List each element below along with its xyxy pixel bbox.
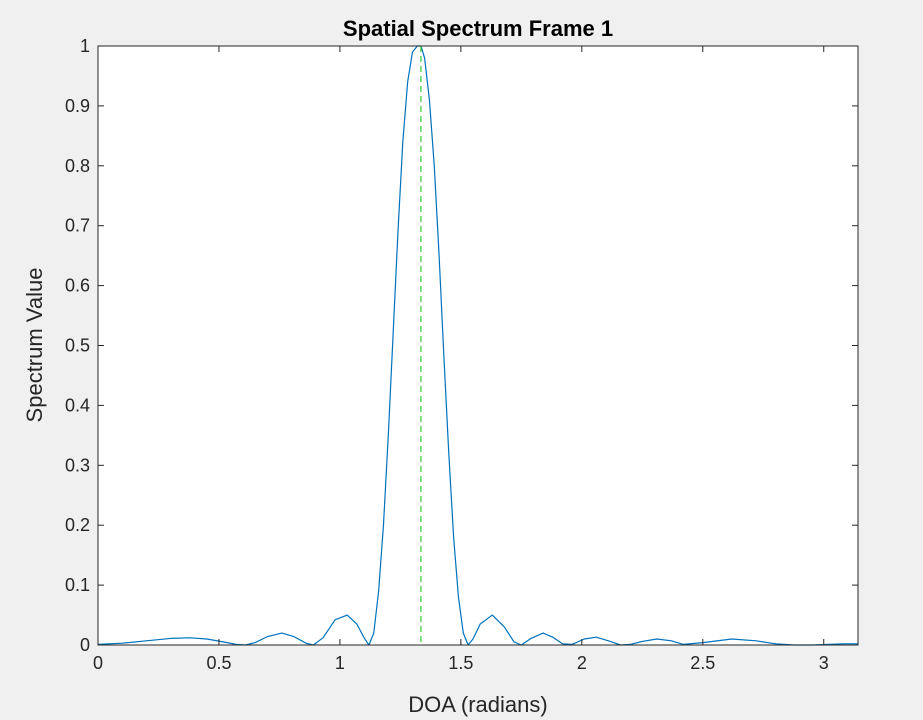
y-tick-label: 0.9 bbox=[65, 96, 90, 116]
spectrum-line bbox=[97, 45, 858, 646]
x-tick-label: 0.5 bbox=[206, 653, 231, 673]
y-tick-label: 0.3 bbox=[65, 455, 90, 475]
y-axis-title: Spectrum Value bbox=[22, 268, 47, 423]
x-tick-label: 3 bbox=[819, 653, 829, 673]
x-tick-label: 0 bbox=[93, 653, 103, 673]
x-axis-title: DOA (radians) bbox=[408, 692, 547, 717]
y-tick-label: 0.6 bbox=[65, 276, 90, 296]
plot-area bbox=[98, 46, 858, 645]
y-tick-label: 0.2 bbox=[65, 515, 90, 535]
ticks-layer: 0 0.5 1 1.5 2 2.5 3 0 0.1 0.2 0.3 0.4 0.5 0.6 0.7 0.8 0.… bbox=[65, 36, 858, 673]
x-tick-label: 2.5 bbox=[690, 653, 715, 673]
y-tick-label: 0.7 bbox=[65, 216, 90, 236]
x-tick-label: 1 bbox=[335, 653, 345, 673]
x-tick-label: 1.5 bbox=[448, 653, 473, 673]
y-tick-label: 0 bbox=[80, 635, 90, 655]
y-tick-label: 0.4 bbox=[65, 395, 90, 415]
x-tick-label: 2 bbox=[577, 653, 587, 673]
y-tick-label: 0.1 bbox=[65, 575, 90, 595]
y-tick-label: 0.8 bbox=[65, 156, 90, 176]
y-tick-label: 0.5 bbox=[65, 336, 90, 356]
plot-box bbox=[97, 45, 859, 646]
series-layer bbox=[97, 45, 858, 646]
chart-title: Spatial Spectrum Frame 1 bbox=[343, 16, 613, 41]
y-tick-label: 1 bbox=[80, 36, 90, 56]
